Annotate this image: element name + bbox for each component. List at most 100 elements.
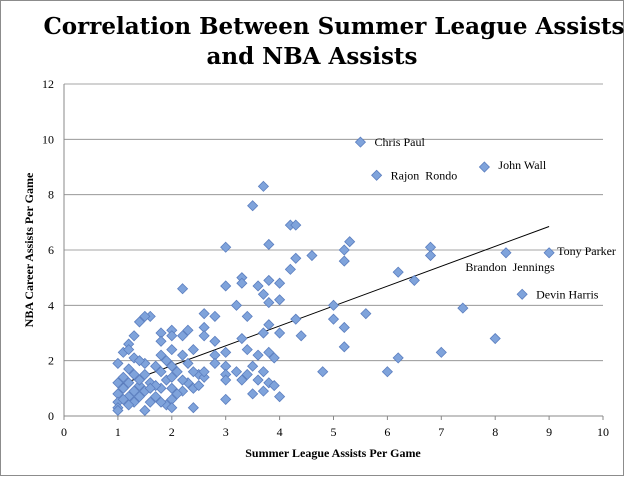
y-axis-title: NBA Career Assists Per Game — [22, 172, 36, 327]
data-point — [210, 336, 220, 346]
data-point — [242, 311, 252, 321]
y-tick-label: 6 — [48, 243, 54, 257]
data-point — [307, 251, 317, 261]
data-point — [264, 239, 274, 249]
x-tick-label: 4 — [277, 425, 283, 439]
data-point — [248, 201, 258, 211]
data-point — [183, 358, 193, 368]
data-point — [231, 367, 241, 377]
data-point — [258, 328, 268, 338]
data-point — [544, 248, 554, 258]
annotation-label: Chris Paul — [374, 135, 425, 149]
chart-title-line-1: Correlation Between Summer League Assist… — [44, 13, 624, 40]
x-tick-label: 6 — [384, 425, 390, 439]
data-point — [382, 367, 392, 377]
data-point — [156, 336, 166, 346]
data-point — [140, 405, 150, 415]
data-points — [113, 137, 554, 415]
data-point — [253, 375, 263, 385]
data-point — [258, 181, 268, 191]
data-point — [113, 358, 123, 368]
data-point — [253, 350, 263, 360]
y-tick-label: 2 — [48, 354, 54, 368]
x-tick-label: 9 — [546, 425, 552, 439]
data-point — [264, 298, 274, 308]
annotation-label: Brandon Jennings — [465, 260, 555, 274]
data-point — [339, 245, 349, 255]
data-point — [361, 309, 371, 319]
data-point — [426, 251, 436, 261]
data-point — [210, 358, 220, 368]
x-tick-label: 3 — [223, 425, 229, 439]
data-point — [296, 331, 306, 341]
data-point — [231, 300, 241, 310]
data-point — [393, 267, 403, 277]
x-tick-label: 7 — [438, 425, 444, 439]
x-tick-label: 2 — [169, 425, 175, 439]
y-tick-label: 10 — [42, 132, 54, 146]
data-point — [291, 253, 301, 263]
y-tick-label: 4 — [48, 298, 54, 312]
annotation-label: Rajon Rondo — [391, 168, 458, 182]
x-tick-label: 1 — [115, 425, 121, 439]
y-tick-label: 8 — [48, 188, 54, 202]
data-point — [318, 367, 328, 377]
data-point — [436, 347, 446, 357]
data-point — [178, 284, 188, 294]
data-point — [329, 300, 339, 310]
data-point — [199, 309, 209, 319]
data-point — [393, 353, 403, 363]
data-point — [339, 342, 349, 352]
data-point — [129, 331, 139, 341]
annotation-label: Tony Parker — [557, 244, 616, 258]
x-tick-label: 10 — [597, 425, 609, 439]
data-point — [221, 347, 231, 357]
data-point — [242, 345, 252, 355]
data-point — [221, 242, 231, 252]
data-point — [372, 170, 382, 180]
data-point — [339, 322, 349, 332]
data-point — [178, 350, 188, 360]
data-point — [221, 281, 231, 291]
data-point — [517, 289, 527, 299]
data-point — [264, 275, 274, 285]
data-point — [275, 278, 285, 288]
x-tick-label: 0 — [61, 425, 67, 439]
data-point — [248, 389, 258, 399]
data-point — [345, 237, 355, 247]
data-point — [275, 392, 285, 402]
data-point — [237, 334, 247, 344]
data-point — [355, 137, 365, 147]
annotation-label: John Wall — [498, 158, 546, 172]
y-tick-label: 0 — [48, 409, 54, 423]
annotation-label: Devin Harris — [536, 287, 599, 301]
data-point — [291, 314, 301, 324]
data-point — [167, 345, 177, 355]
data-point — [285, 264, 295, 274]
chart-title-line-2: and NBA Assists — [206, 43, 417, 70]
data-point — [501, 248, 511, 258]
data-point — [210, 311, 220, 321]
data-point — [258, 289, 268, 299]
y-tick-label: 12 — [42, 77, 54, 91]
data-point — [490, 334, 500, 344]
data-point — [221, 394, 231, 404]
data-point — [409, 275, 419, 285]
data-point — [275, 328, 285, 338]
data-point — [329, 314, 339, 324]
x-tick-label: 5 — [331, 425, 337, 439]
data-point — [458, 303, 468, 313]
annotations: Chris Paul Rajon Rondo John Wall Tony Parke… — [374, 135, 615, 301]
data-point — [275, 295, 285, 305]
data-point — [258, 367, 268, 377]
data-point — [188, 403, 198, 413]
data-point — [258, 386, 268, 396]
data-point — [188, 345, 198, 355]
data-point — [479, 162, 489, 172]
data-point — [199, 331, 209, 341]
x-tick-label: 8 — [492, 425, 498, 439]
x-axis-title: Summer League Assists Per Game — [245, 446, 421, 460]
data-point — [253, 281, 263, 291]
